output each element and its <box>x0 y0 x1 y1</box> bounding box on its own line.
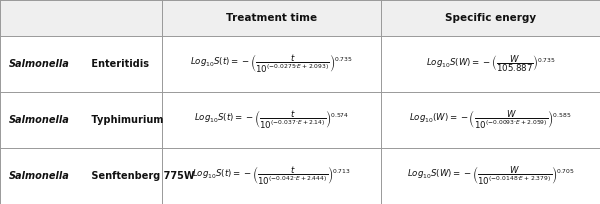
Bar <box>0 148 162 204</box>
Text: Treatment time: Treatment time <box>226 13 317 23</box>
Text: Senftenberg 775W: Senftenberg 775W <box>88 171 194 181</box>
Text: $Log_{10}S(t) = -\left(\dfrac{t}{10^{(-0.0275{\cdot}E+2.093)}}\right)^{0.735}$: $Log_{10}S(t) = -\left(\dfrac{t}{10^{(-0… <box>190 53 353 75</box>
Bar <box>162 92 381 148</box>
Bar <box>381 148 600 204</box>
Bar <box>381 0 600 36</box>
Text: Specific energy: Specific energy <box>445 13 536 23</box>
Bar <box>162 148 381 204</box>
Text: $Log_{10}S(t) = -\left(\dfrac{t}{10^{(-0.037{\cdot}E+2.14)}}\right)^{0.574}$: $Log_{10}S(t) = -\left(\dfrac{t}{10^{(-0… <box>194 109 349 131</box>
Text: Enteritidis: Enteritidis <box>88 59 149 69</box>
Text: $Log_{10}S(W) = -\left(\dfrac{W}{105.887}\right)^{0.735}$: $Log_{10}S(W) = -\left(\dfrac{W}{105.887… <box>425 53 556 74</box>
Bar <box>381 92 600 148</box>
Text: $Log_{10}(W) = -\left(\dfrac{W}{10^{(-0.0093{\cdot}E+2.059)}}\right)^{0.585}$: $Log_{10}(W) = -\left(\dfrac{W}{10^{(-0.… <box>409 109 572 131</box>
Bar <box>0 36 162 92</box>
Bar <box>162 36 381 92</box>
Text: Salmonella: Salmonella <box>9 171 70 181</box>
Bar <box>162 0 381 36</box>
Text: Salmonella: Salmonella <box>9 115 70 125</box>
Text: $Log_{10}S(W) = -\left(\dfrac{W}{10^{(-0.0148{\cdot}E+2.379)}}\right)^{0.705}$: $Log_{10}S(W) = -\left(\dfrac{W}{10^{(-0… <box>407 165 574 187</box>
Text: Salmonella: Salmonella <box>9 59 70 69</box>
Bar <box>0 0 162 36</box>
Text: $Log_{10}S(t) = -\left(\dfrac{t}{10^{(-0.042{\cdot}E+2.444)}}\right)^{0.713}$: $Log_{10}S(t) = -\left(\dfrac{t}{10^{(-0… <box>192 165 351 187</box>
Bar <box>381 36 600 92</box>
Text: Typhimurium: Typhimurium <box>88 115 163 125</box>
Bar <box>0 92 162 148</box>
